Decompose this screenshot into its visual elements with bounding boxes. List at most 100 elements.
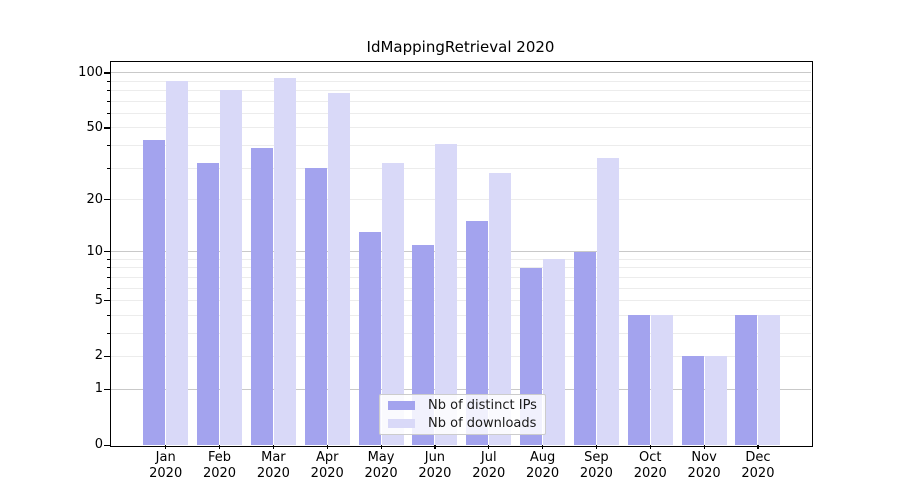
gridline-minor <box>110 199 811 200</box>
gridline-minor <box>110 100 811 102</box>
gridline-minor <box>110 113 811 115</box>
y-axis-tick-label: 100 <box>78 64 103 80</box>
x-axis-tick-label: Jan 2020 <box>149 450 183 481</box>
bar-nb-of-downloads-nov <box>704 356 727 445</box>
x-axis-tick-label: Jun 2020 <box>418 450 452 481</box>
x-axis-tick <box>542 445 544 449</box>
y-axis-tick <box>104 72 110 74</box>
x-axis-tick-label: Jul 2020 <box>472 450 506 481</box>
y-axis-minor-tick <box>107 167 110 169</box>
bar-nb-of-downloads-sep <box>596 158 619 445</box>
x-axis-tick <box>326 445 328 449</box>
bar-nb-of-distinct-ips-may <box>358 232 381 445</box>
x-axis-tick <box>380 445 382 449</box>
y-axis-tick-label: 5 <box>94 292 103 308</box>
bar-nb-of-downloads-aug <box>543 259 566 445</box>
bar-nb-of-downloads-jun <box>435 143 458 445</box>
gridline-minor <box>110 127 811 129</box>
y-axis-minor-tick <box>107 145 110 147</box>
x-axis-tick-label: Feb 2020 <box>202 450 237 481</box>
x-axis-tick-label: Aug 2020 <box>526 450 560 481</box>
bar-nb-of-downloads-jul <box>489 173 512 445</box>
bar-nb-of-distinct-ips-nov <box>681 356 704 445</box>
x-axis-tick-label: Nov 2020 <box>687 450 721 481</box>
y-axis-minor-tick <box>107 113 110 115</box>
bar-nb-of-distinct-ips-feb <box>197 163 220 445</box>
legend-swatch-downloads <box>388 419 415 429</box>
x-axis-tick <box>219 445 221 449</box>
x-axis-tick-label: Dec 2020 <box>741 450 775 481</box>
bar-nb-of-downloads-oct <box>650 315 673 445</box>
y-axis-tick <box>104 388 110 390</box>
gridline-minor <box>110 276 811 278</box>
x-axis-tick-label: Oct 2020 <box>633 450 667 481</box>
bar-nb-of-distinct-ips-jan <box>143 139 166 445</box>
y-axis-minor-tick <box>107 276 110 278</box>
legend-item: Nb of downloads <box>380 416 545 433</box>
y-axis-minor-tick <box>107 199 110 200</box>
bar-nb-of-distinct-ips-oct <box>627 315 650 445</box>
gridline-minor <box>110 300 811 302</box>
gridline-major <box>110 72 811 74</box>
y-axis-tick-label: 20 <box>86 191 103 207</box>
x-axis-tick <box>488 445 490 449</box>
x-axis-tick-label: Sep 2020 <box>579 450 613 481</box>
legend-swatch-distinct-ips <box>388 400 415 410</box>
x-axis-tick-label: Apr 2020 <box>310 450 344 481</box>
y-axis-tick-label: 50 <box>86 119 103 135</box>
y-axis-minor-tick <box>107 80 110 82</box>
gridline-minor <box>110 167 811 169</box>
gridline-minor <box>110 332 811 334</box>
chart-title: IdMappingRetrieval 2020 <box>366 38 555 56</box>
y-axis-minor-tick <box>107 332 110 334</box>
y-axis-tick <box>104 444 110 446</box>
y-axis-minor-tick <box>107 267 110 269</box>
legend-label: Nb of distinct IPs <box>428 397 537 413</box>
bar-nb-of-downloads-apr <box>327 92 350 445</box>
bar-nb-of-distinct-ips-dec <box>735 315 758 445</box>
gridline-major <box>110 251 811 253</box>
y-axis-minor-tick <box>107 314 110 316</box>
y-axis-minor-tick <box>107 300 110 302</box>
x-axis-tick <box>757 445 759 449</box>
x-axis-tick <box>649 445 651 449</box>
gridline-major <box>110 388 811 390</box>
y-axis-tick <box>104 251 110 253</box>
bar-nb-of-downloads-may <box>381 163 404 445</box>
gridline-minor <box>110 80 811 82</box>
gridline-minor <box>110 355 811 357</box>
x-axis-tick <box>595 445 598 449</box>
y-axis-tick-label: 1 <box>94 381 103 397</box>
y-axis-minor-tick <box>107 287 110 289</box>
legend-item: Nb of distinct IPs <box>380 397 545 414</box>
x-axis-tick-label: Mar 2020 <box>256 450 290 481</box>
gridline-minor <box>110 267 811 269</box>
gridline-minor <box>110 287 811 289</box>
bar-nb-of-distinct-ips-mar <box>250 147 273 445</box>
y-axis-tick-label: 10 <box>86 243 103 259</box>
y-axis-tick-label: 2 <box>94 348 103 364</box>
bar-nb-of-downloads-dec <box>758 315 781 445</box>
y-axis-minor-tick <box>107 90 110 92</box>
y-axis-minor-tick <box>107 100 110 102</box>
bar-nb-of-downloads-mar <box>273 77 296 445</box>
bar-nb-of-distinct-ips-sep <box>573 251 596 445</box>
bar-nb-of-distinct-ips-jul <box>466 221 489 445</box>
gridline-minor <box>110 145 811 147</box>
y-axis-minor-tick <box>107 258 110 260</box>
gridline-minor <box>110 258 811 260</box>
x-axis-tick <box>703 445 705 449</box>
bar-nb-of-downloads-feb <box>220 89 243 445</box>
bar-nb-of-downloads-jan <box>166 81 189 445</box>
x-axis-tick <box>165 445 167 449</box>
gridline-minor <box>110 314 811 316</box>
x-axis-tick <box>434 445 436 449</box>
y-axis-minor-tick <box>107 355 110 357</box>
legend: Nb of distinct IPs Nb of downloads <box>379 394 546 435</box>
y-axis-tick-label: 0 <box>94 437 103 452</box>
y-axis-minor-tick <box>107 127 110 129</box>
x-axis-tick <box>272 445 275 449</box>
bar-nb-of-distinct-ips-apr <box>304 168 327 445</box>
x-axis-tick-label: May 2020 <box>364 450 398 481</box>
